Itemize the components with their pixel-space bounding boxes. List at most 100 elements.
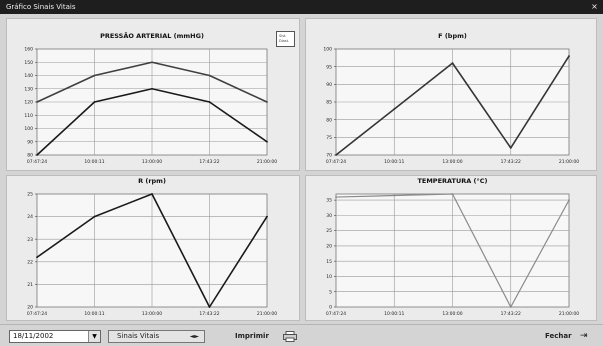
data-point	[335, 196, 337, 198]
y-tick-label: 130	[24, 86, 33, 92]
data-point	[208, 74, 211, 77]
data-point	[93, 74, 96, 77]
y-tick-label: 70	[326, 153, 332, 159]
data-point	[451, 62, 454, 65]
x-tick-label: 17:43:22	[501, 159, 521, 165]
data-point	[266, 215, 268, 218]
data-point	[568, 199, 570, 202]
x-tick-label: 21:00:00	[257, 159, 277, 165]
chart-title: PRESSÃO ARTERIAL (mmHG)	[100, 31, 204, 40]
date-select[interactable]: 18/11/2002 ▼	[9, 330, 101, 343]
x-tick-label: 17:43:22	[199, 159, 219, 165]
y-tick-label: 10	[326, 274, 332, 280]
frequencia-chart-svg: F (bpm) 07:47:24 10:00:11 13:00:00 17:43:22 2…	[323, 32, 579, 165]
pressao-chart-svg: PRESSÃO ARTERIAL (mmHG) 07:47:24 10:00:11 1…	[24, 31, 277, 165]
chart-legend: Sist. Diast.	[276, 31, 295, 47]
title-bar: Gráfico Sinais Vitais ×	[0, 0, 603, 14]
x-tick-label: 07:47:24	[27, 311, 47, 317]
chevron-down-icon[interactable]: ▼	[88, 331, 100, 342]
data-point	[36, 256, 38, 259]
data-point	[393, 108, 396, 110]
x-tick-label: 10:00:11	[84, 311, 104, 317]
graph-select-label: Sinais Vitais	[117, 332, 160, 340]
data-point	[568, 55, 570, 57]
close-label: Fechar	[545, 332, 572, 340]
y-tick-label: 95	[326, 64, 332, 70]
legend-item-sistolica: Sist.	[279, 34, 287, 38]
y-tick-label: 160	[24, 47, 33, 53]
data-point	[208, 306, 211, 308]
data-point	[393, 194, 396, 197]
data-point	[208, 101, 211, 103]
y-tick-label: 35	[326, 198, 332, 204]
data-point	[151, 87, 153, 90]
y-tick-label: 21	[27, 282, 33, 288]
chart-title: TEMPERATURA (°C)	[417, 177, 487, 185]
y-tick-label: 22	[27, 259, 33, 265]
x-tick-label: 17:43:22	[199, 311, 219, 317]
printer-icon[interactable]	[283, 331, 297, 342]
x-tick-label: 13:00:00	[142, 159, 162, 165]
y-tick-label: 85	[326, 100, 332, 106]
window-title: Gráfico Sinais Vitais	[6, 3, 76, 11]
data-point	[266, 140, 268, 143]
y-tick-label: 20	[27, 305, 33, 311]
data-point	[266, 101, 268, 103]
data-point	[509, 306, 512, 308]
data-point	[151, 61, 153, 64]
y-tick-label: 5	[329, 289, 332, 295]
y-tick-label: 110	[24, 113, 33, 119]
x-tick-label: 21:00:00	[559, 311, 579, 317]
date-value: 18/11/2002	[13, 332, 54, 340]
chart-panel-respiracao: R (rpm) 07:47:24 10:00:11 13:00:00 17:43:22 2…	[6, 175, 300, 321]
legend-item-diastolica: Diast.	[279, 39, 290, 43]
y-tick-label: 25	[326, 228, 332, 234]
footer-toolbar: 18/11/2002 ▼ Sinais Vitais ◄► Imprimir F…	[0, 324, 603, 346]
y-tick-label: 15	[326, 259, 332, 265]
data-point	[451, 193, 454, 195]
data-point	[93, 101, 96, 103]
y-tick-label: 90	[326, 82, 332, 88]
y-tick-label: 100	[24, 126, 33, 132]
chart-panel-frequencia: F (bpm) 07:47:24 10:00:11 13:00:00 17:43:22 2…	[305, 18, 597, 171]
data-point	[335, 154, 337, 156]
print-label: Imprimir	[235, 332, 269, 340]
temperatura-chart-svg: TEMPERATURA (°C) 07:47:24 10:00:11 13:00:00…	[326, 177, 579, 317]
y-tick-label: 150	[24, 60, 33, 66]
graph-select-button[interactable]: Sinais Vitais ◄►	[108, 330, 205, 343]
chart-title: R (rpm)	[138, 177, 166, 185]
y-tick-label: 0	[329, 305, 332, 311]
data-point	[36, 154, 38, 156]
x-tick-label: 21:00:00	[559, 159, 579, 165]
exit-icon[interactable]: ⇥	[580, 331, 588, 341]
x-tick-label: 10:00:11	[384, 311, 404, 317]
x-tick-label: 13:00:00	[442, 159, 462, 165]
close-icon[interactable]: ×	[591, 2, 598, 11]
x-tick-label: 21:00:00	[257, 311, 277, 317]
y-tick-label: 23	[27, 237, 33, 243]
data-point	[36, 101, 38, 103]
x-tick-label: 07:47:24	[326, 311, 346, 317]
x-tick-label: 07:47:24	[326, 159, 346, 165]
y-tick-label: 75	[326, 135, 332, 141]
x-tick-label: 13:00:00	[442, 311, 462, 317]
x-tick-label: 10:00:11	[384, 159, 404, 165]
data-point	[509, 147, 512, 149]
x-tick-label: 07:47:24	[27, 159, 47, 165]
y-tick-label: 120	[24, 100, 33, 106]
spinner-arrows-icon: ◄►	[189, 333, 199, 340]
y-tick-label: 100	[323, 47, 332, 53]
y-tick-label: 80	[27, 153, 33, 159]
y-tick-label: 24	[27, 214, 33, 220]
chart-title: F (bpm)	[438, 32, 467, 40]
y-tick-label: 80	[326, 117, 332, 123]
x-tick-label: 17:43:22	[501, 311, 521, 317]
x-tick-label: 13:00:00	[142, 311, 162, 317]
data-point	[93, 215, 96, 218]
x-tick-label: 10:00:11	[84, 159, 104, 165]
data-point	[151, 193, 153, 195]
respiracao-chart-svg: R (rpm) 07:47:24 10:00:11 13:00:00 17:43:22 2…	[27, 177, 277, 317]
y-tick-label: 140	[24, 73, 33, 79]
y-tick-label: 30	[326, 213, 332, 219]
